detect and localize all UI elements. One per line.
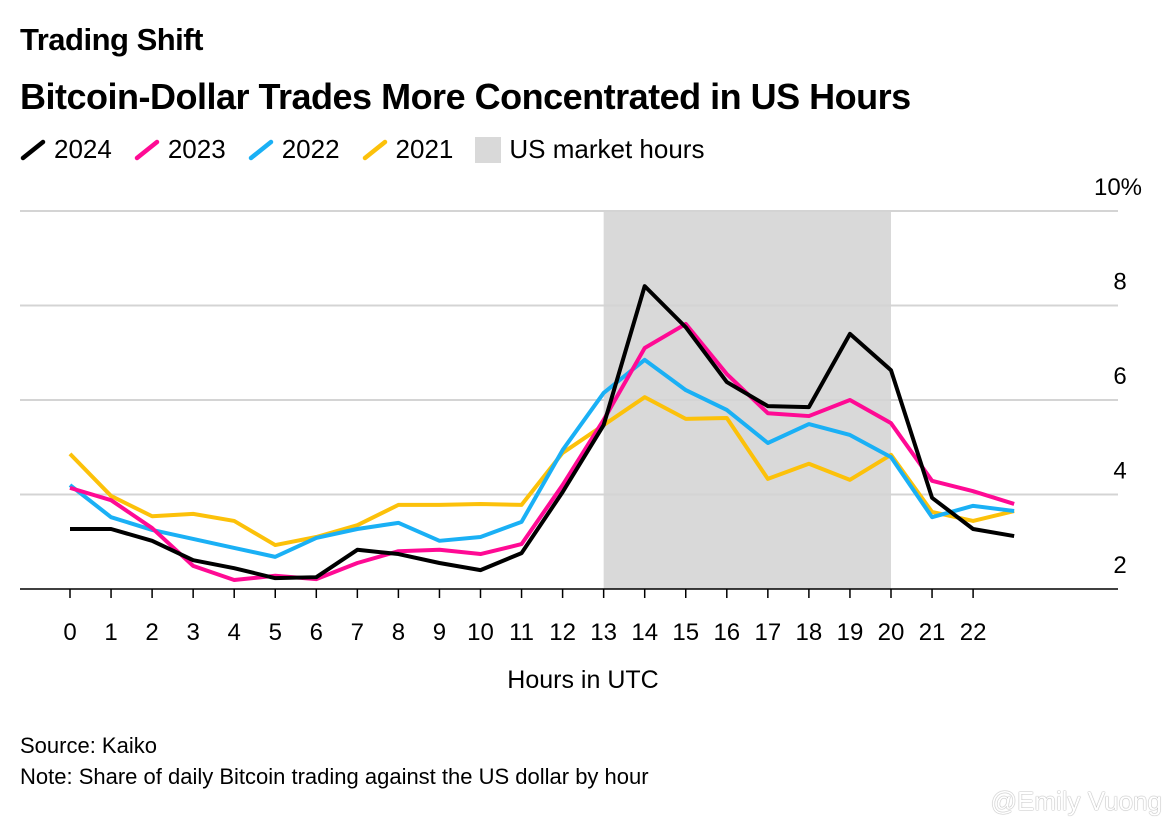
x-tick-label: 16: [713, 619, 740, 646]
legend-shade-swatch: [475, 136, 502, 163]
series-line-2021: [68, 395, 1015, 548]
legend-line-icon: [134, 139, 160, 160]
y-tick-label: 4: [1113, 458, 1126, 485]
legend-label: 2023: [167, 134, 226, 164]
x-tick-label: 5: [269, 619, 282, 646]
legend-label: 2022: [281, 134, 340, 164]
legend-item-2023: 2023: [134, 134, 226, 165]
y-tick-label: 6: [1113, 363, 1126, 390]
x-tick-label: 21: [919, 619, 946, 646]
source-text: Source: Kaiko: [20, 733, 157, 758]
legend-label: 2021: [395, 134, 454, 164]
x-tick-label: 9: [433, 619, 446, 646]
y-tick-label: 8: [1113, 269, 1126, 296]
x-tick-label: 11: [509, 619, 534, 646]
x-tick-label: 2: [145, 619, 158, 646]
series-line-2023: [69, 321, 1015, 583]
legend: 2024 2023 2022 2021 US market hours: [20, 134, 726, 165]
x-tick-label: 17: [754, 619, 781, 646]
x-tick-label: 3: [186, 619, 199, 646]
x-tick-label: 7: [351, 619, 364, 646]
legend-item-2021: 2021: [362, 134, 454, 165]
x-tick-label: 13: [590, 619, 617, 646]
x-tick-label: 20: [878, 619, 905, 646]
series-line-2022: [68, 357, 1015, 559]
note-text: Note: Share of daily Bitcoin trading aga…: [20, 764, 649, 789]
legend-item-us-market-hours: US market hours: [475, 134, 704, 165]
x-tick-label: 18: [796, 619, 823, 646]
x-axis-label: Hours in UTC: [507, 666, 658, 694]
watermark: @Emily Vuong: [990, 786, 1162, 816]
x-tick-label: 10: [467, 619, 494, 646]
x-tick-label: 12: [549, 619, 576, 646]
x-tick-label: 0: [63, 619, 76, 646]
chart-kicker: Trading Shift: [20, 22, 203, 57]
legend-item-2022: 2022: [248, 134, 340, 165]
x-tick-label: 19: [837, 619, 864, 646]
x-tick-label: 1: [104, 619, 117, 646]
x-tick-label: 8: [392, 619, 405, 646]
series-line-2024: [70, 284, 1015, 581]
x-tick-label: 15: [672, 619, 699, 646]
x-tick-label: 22: [960, 619, 987, 646]
footnotes: Source: Kaiko Note: Share of daily Bitco…: [20, 730, 649, 792]
x-tick-label: 14: [631, 619, 658, 646]
x-tick-label: 6: [310, 619, 323, 646]
y-tick-label: 2: [1113, 552, 1126, 579]
x-tick-label: 4: [228, 619, 241, 646]
y-tick-label: 10%: [1094, 174, 1142, 201]
legend-line-icon: [248, 139, 273, 160]
legend-line-icon: [20, 139, 46, 160]
chart-title: Bitcoin-Dollar Trades More Concentrated …: [20, 76, 911, 117]
legend-item-2024: 2024: [20, 134, 112, 165]
legend-line-icon: [362, 139, 387, 160]
legend-label: 2024: [54, 134, 112, 164]
legend-label: US market hours: [509, 134, 705, 164]
